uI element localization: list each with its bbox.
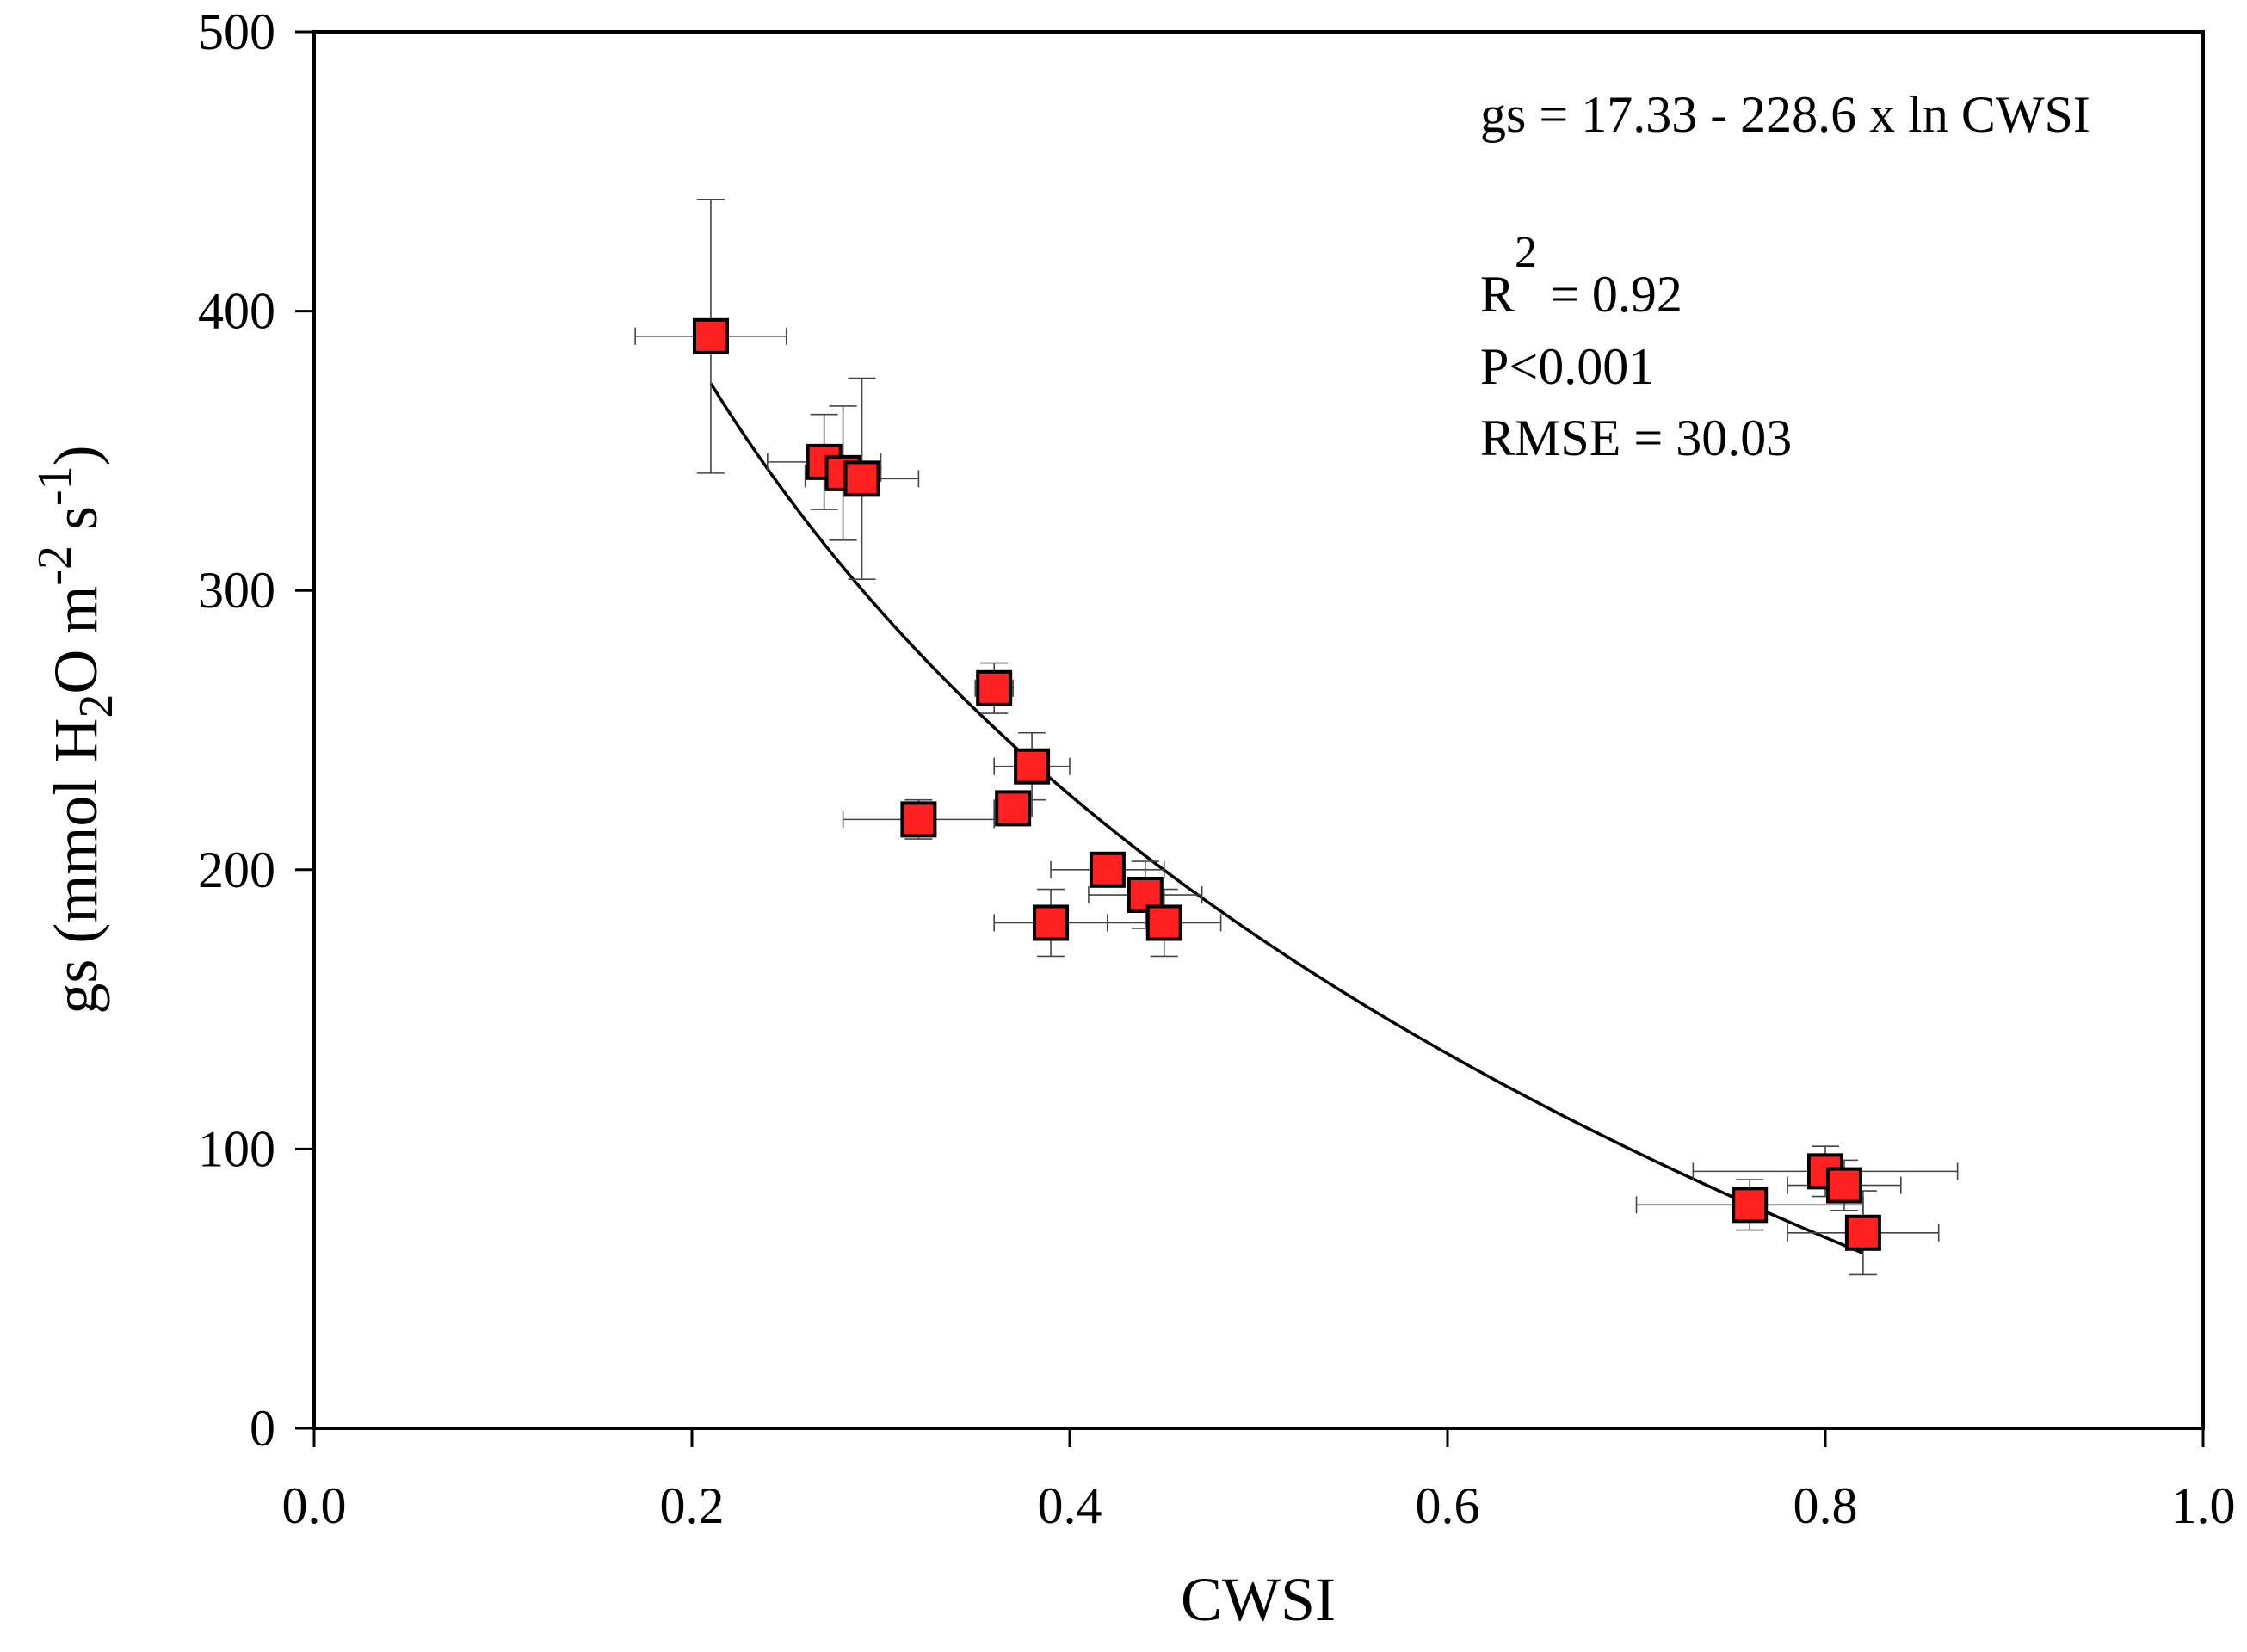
p-value: P<0.001: [1480, 338, 1654, 395]
x-tick-label-5: 1.0: [2171, 1477, 2236, 1534]
y-axis-title-s: s: [41, 506, 110, 546]
fit-curve-layer: [709, 382, 1864, 1255]
y-axis-title-sup2: -1: [28, 465, 82, 506]
r-squared-sup: 2: [1515, 228, 1537, 277]
y-tick-label-2: 200: [198, 841, 275, 898]
y-axis-title-sub: 2: [70, 694, 123, 718]
data-point-11: [1145, 904, 1182, 941]
y-axis-title-sup1: -2: [28, 546, 82, 586]
data-markers: [692, 317, 1881, 1251]
data-point-0: [692, 317, 729, 354]
y-axis-title: gs (mmol H2O m-2 s-1): [28, 445, 123, 1014]
fit-curve: [709, 382, 1864, 1255]
x-tick-label-3: 0.6: [1416, 1477, 1480, 1534]
y-axis: 0 100 200 300 400 500: [198, 3, 314, 1457]
r-squared: R2 = 0.92: [1480, 228, 1682, 323]
y-axis-title-mid: O m: [41, 586, 110, 694]
data-point-15: [1844, 1214, 1881, 1251]
data-point-9: [1127, 877, 1164, 914]
data-point-5: [1014, 748, 1051, 785]
data-point-14: [1825, 1167, 1862, 1204]
plot-frame: [312, 30, 2205, 1430]
data-point-10: [1033, 904, 1070, 941]
data-point-6: [995, 790, 1032, 827]
y-tick-label-3: 300: [198, 562, 275, 619]
data-point-7: [900, 801, 937, 838]
r-squared-value: = 0.92: [1537, 266, 1682, 323]
data-point-8: [1089, 851, 1126, 888]
x-axis-title: CWSI: [1181, 1565, 1336, 1634]
error-bars: [634, 198, 1959, 1276]
x-tick-label-0: 0.0: [282, 1477, 347, 1534]
y-axis-title-suffix: ): [41, 445, 110, 465]
y-axis-title-prefix: gs (mmol H: [41, 718, 110, 1014]
fit-equation: gs = 17.33 - 228.6 x ln CWSI: [1480, 86, 2090, 143]
x-tick-label-1: 0.2: [660, 1477, 725, 1534]
x-tick-label-4: 0.8: [1793, 1477, 1858, 1534]
data-point-12: [1732, 1187, 1769, 1224]
x-tick-label-2: 0.4: [1038, 1477, 1102, 1534]
x-axis: 0.0 0.2 0.4 0.6 0.8 1.0: [282, 1428, 2236, 1534]
data-point-4: [976, 669, 1013, 706]
data-point-3: [843, 460, 880, 497]
r-squared-letter: R: [1480, 266, 1515, 323]
y-tick-label-1: 100: [198, 1120, 275, 1177]
y-tick-label-5: 500: [198, 3, 275, 60]
y-tick-label-0: 0: [250, 1400, 275, 1457]
rmse: RMSE = 30.03: [1480, 410, 1792, 466]
y-tick-label-4: 400: [198, 283, 275, 340]
